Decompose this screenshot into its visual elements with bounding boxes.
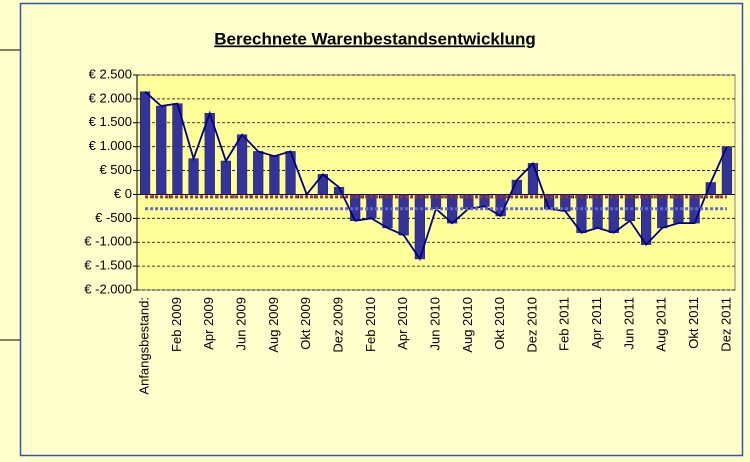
y-tick-label: € 500 — [99, 162, 132, 177]
x-tick-label: Apr 2010 — [395, 297, 410, 350]
x-tick-label: Apr 2011 — [589, 297, 604, 349]
bar — [253, 151, 264, 195]
y-tick-label: € -500 — [95, 210, 132, 225]
x-tick-label: Dez 2010 — [524, 297, 539, 353]
bar — [156, 105, 167, 195]
x-tick-label: Okt 2010 — [492, 297, 507, 350]
y-tick-label: € -1.500 — [84, 258, 132, 273]
chart-title: Berechnete Warenbestandsentwicklung — [214, 29, 536, 48]
x-tick-label: Aug 2009 — [266, 297, 281, 353]
y-tick-label: € 2.000 — [89, 90, 132, 105]
bar — [608, 194, 619, 233]
bar — [220, 160, 231, 195]
y-tick-label: € 2.500 — [89, 66, 132, 81]
y-tick-label: € 1.500 — [89, 114, 132, 129]
x-tick-label: Feb 2009 — [169, 297, 184, 352]
bar — [382, 194, 393, 229]
x-tick-label: Jun 2010 — [427, 297, 442, 351]
bar — [236, 134, 248, 195]
bar — [188, 158, 199, 195]
x-tick-label: Jun 2011 — [621, 297, 636, 350]
bar — [657, 194, 668, 229]
bar — [269, 155, 280, 195]
x-tick-label: Anfangsbestand: — [137, 297, 152, 395]
bar — [592, 194, 603, 229]
bar — [641, 194, 652, 245]
x-tick-label: Okt 2009 — [298, 297, 313, 350]
y-tick-label: € -1.000 — [84, 234, 132, 249]
y-tick-label: € 1.000 — [89, 138, 132, 153]
x-tick-label: Apr 2009 — [201, 297, 216, 350]
x-tick-label: Okt 2011 — [686, 297, 701, 349]
y-tick-label: € -2.000 — [84, 281, 132, 296]
x-tick-label: Aug 2010 — [460, 297, 475, 353]
bar — [398, 194, 409, 236]
x-tick-label: Dez 2011 — [718, 297, 733, 352]
bar — [285, 151, 296, 195]
x-tick-label: Jun 2009 — [233, 297, 248, 351]
x-tick-label: Aug 2011 — [654, 297, 669, 352]
x-tick-label: Dez 2009 — [330, 297, 345, 353]
x-tick-label: Feb 2011 — [557, 297, 572, 351]
x-tick-label: Feb 2010 — [363, 297, 378, 352]
bar — [139, 91, 151, 195]
y-tick-label: € 0 — [114, 186, 132, 201]
